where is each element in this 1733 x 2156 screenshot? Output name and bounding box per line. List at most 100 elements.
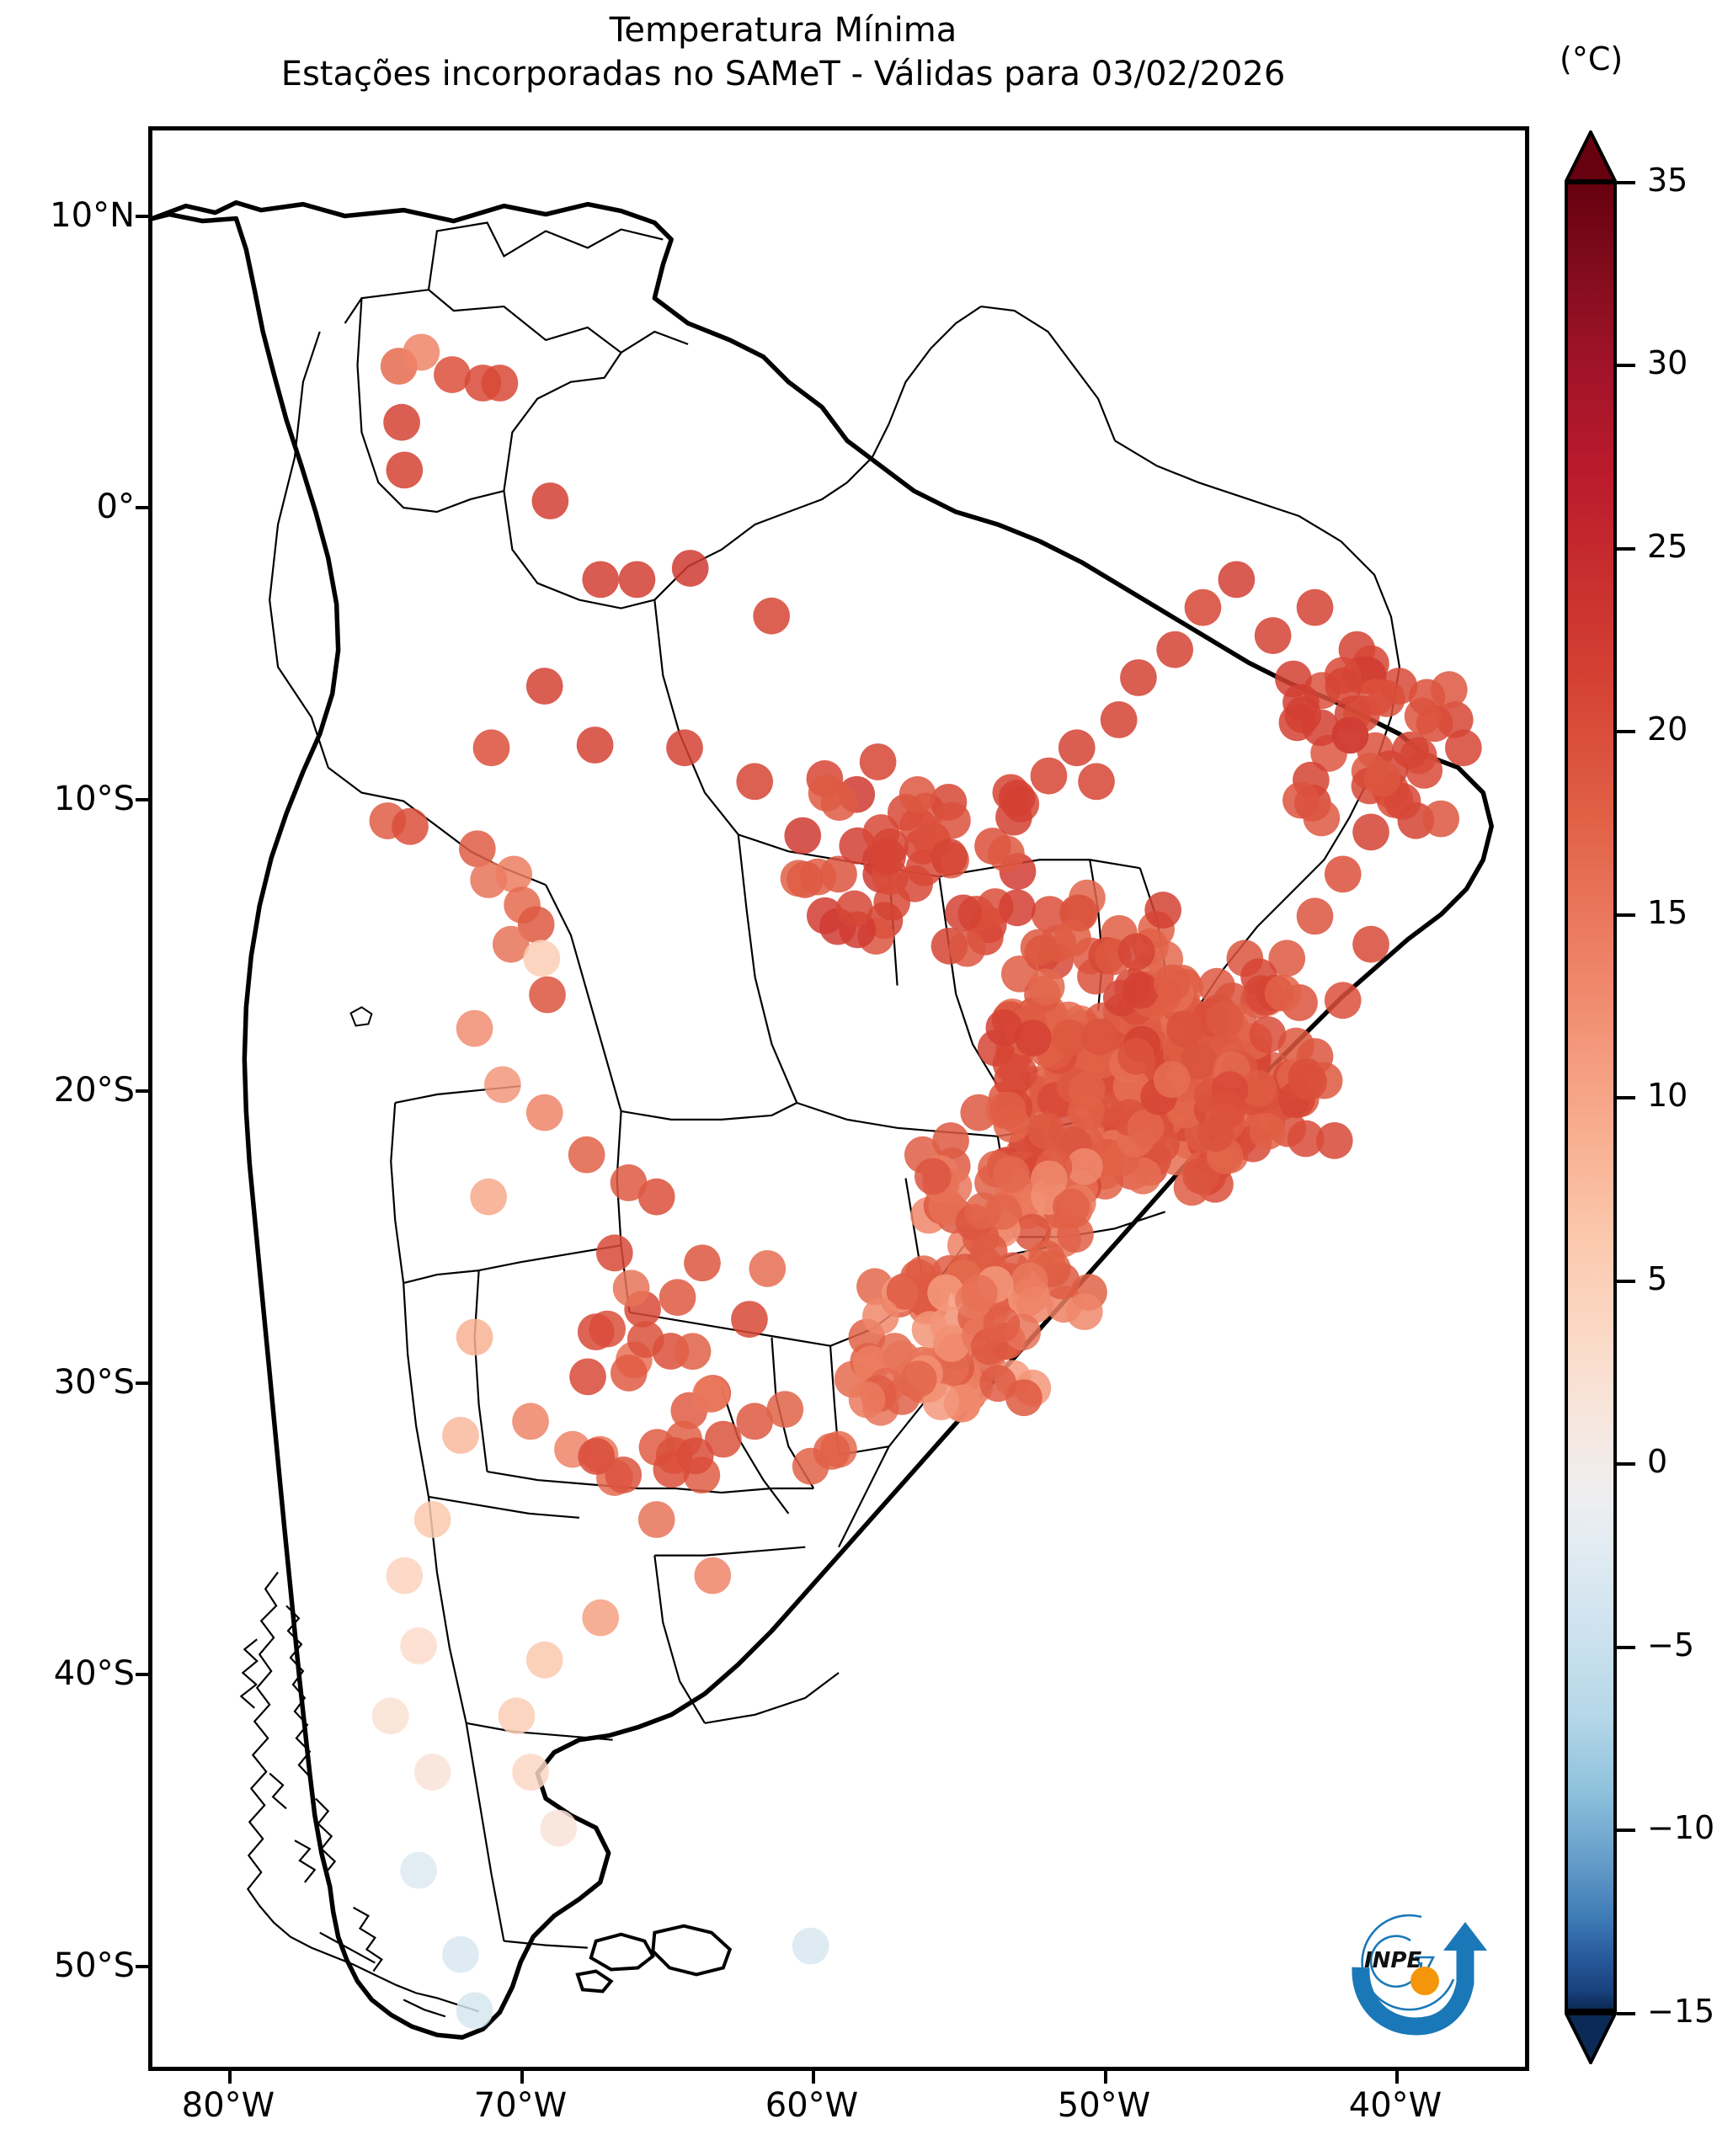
- ytick-label-30s: 30°S: [53, 1363, 135, 1402]
- station-marker: [413, 1754, 451, 1791]
- station-marker: [869, 838, 906, 876]
- station-marker: [694, 1557, 732, 1594]
- station-marker: [1331, 716, 1369, 754]
- south-america-map: [152, 200, 1494, 2040]
- station-marker: [934, 801, 971, 839]
- logo-text: INPE: [1364, 1948, 1421, 1973]
- cbar-tick-neg5: −5: [1647, 1626, 1695, 1664]
- station-markers: [369, 333, 1482, 2030]
- ytick-label-50s: 50°S: [53, 1946, 135, 1985]
- station-marker: [886, 1273, 924, 1310]
- station-marker: [684, 1244, 721, 1282]
- station-marker: [914, 1158, 952, 1195]
- colorbar-extend-top-arrow: [1565, 130, 1617, 183]
- page-title: Temperatura Mínima: [609, 11, 957, 50]
- station-marker: [1206, 1001, 1243, 1039]
- station-marker: [736, 1403, 774, 1440]
- station-marker: [1117, 933, 1155, 971]
- station-marker: [383, 403, 420, 441]
- station-marker: [1058, 729, 1096, 767]
- ytick-mark: [136, 215, 148, 218]
- station-marker: [676, 1437, 714, 1475]
- station-marker: [808, 775, 845, 812]
- station-marker: [498, 1697, 536, 1735]
- station-marker: [753, 597, 791, 635]
- station-marker: [861, 1297, 899, 1335]
- cbar-tick-0: 0: [1647, 1443, 1668, 1480]
- station-marker: [1117, 1037, 1154, 1075]
- station-marker: [1031, 896, 1069, 934]
- cbar-tick-mark: [1617, 1096, 1635, 1099]
- xtick-label-40w: 40°W: [1348, 2086, 1442, 2125]
- station-marker: [578, 1438, 616, 1475]
- ytick-mark: [136, 1965, 148, 1968]
- ytick-label-10s: 10°S: [53, 780, 135, 818]
- station-marker: [456, 1009, 493, 1047]
- station-marker: [922, 1383, 960, 1421]
- xtick-mark: [520, 2071, 524, 2084]
- cbar-tick-mark: [1617, 181, 1635, 184]
- inpe-logo: INPE: [1352, 1914, 1487, 2036]
- station-marker: [896, 865, 934, 902]
- ytick-label-20s: 20°S: [53, 1071, 135, 1110]
- ytick-mark: [136, 1673, 148, 1676]
- station-marker: [517, 906, 555, 944]
- xtick-label-70w: 70°W: [473, 2086, 568, 2125]
- logo-swoosh: [1352, 1944, 1474, 2036]
- page-subtitle: Estações incorporadas no SAMeT - Válidas…: [280, 55, 1286, 93]
- station-marker: [1100, 701, 1138, 738]
- station-marker: [799, 858, 837, 896]
- station-marker: [403, 333, 440, 371]
- station-marker: [612, 1270, 650, 1307]
- station-marker: [637, 1178, 675, 1216]
- station-marker: [898, 775, 936, 813]
- cbar-tick-15: 15: [1647, 894, 1688, 931]
- cbar-tick-mark: [1617, 547, 1635, 551]
- station-marker: [582, 561, 620, 599]
- cbar-tick-mark: [1617, 913, 1635, 917]
- station-marker: [998, 780, 1036, 817]
- xtick-mark: [812, 2071, 815, 2084]
- station-marker: [576, 727, 614, 764]
- station-marker: [1277, 1027, 1315, 1065]
- station-marker: [540, 1809, 578, 1847]
- station-marker: [525, 1641, 563, 1679]
- colorbar-units-label: (°C): [1560, 40, 1624, 77]
- station-marker: [371, 1697, 409, 1735]
- station-marker: [813, 1433, 851, 1470]
- station-marker: [392, 807, 429, 845]
- station-marker: [1144, 892, 1182, 929]
- station-marker: [1197, 1115, 1234, 1153]
- fjord-detail: [239, 1571, 479, 2018]
- station-marker: [731, 1301, 768, 1339]
- station-marker: [1020, 929, 1058, 966]
- station-marker: [1053, 1188, 1090, 1226]
- station-marker: [766, 1391, 804, 1428]
- station-marker: [674, 1333, 712, 1371]
- cbar-tick-mark: [1617, 1829, 1635, 1832]
- station-marker: [610, 1354, 648, 1392]
- ytick-label-10n: 10°N: [50, 196, 135, 235]
- station-marker: [1030, 757, 1068, 795]
- xtick-label-60w: 60°W: [765, 2086, 859, 2125]
- station-marker: [989, 1091, 1026, 1129]
- station-marker: [413, 1501, 451, 1538]
- station-marker: [945, 894, 982, 932]
- station-marker: [1166, 1010, 1203, 1048]
- station-marker: [481, 365, 519, 402]
- station-marker: [671, 550, 709, 587]
- ytick-mark: [136, 798, 148, 801]
- station-marker: [704, 1420, 742, 1458]
- cbar-tick-mark: [1617, 1462, 1635, 1466]
- station-marker: [961, 1275, 998, 1312]
- station-marker: [992, 1156, 1030, 1193]
- station-marker: [442, 1417, 479, 1454]
- xtick-mark: [1104, 2071, 1107, 2084]
- station-marker: [1275, 660, 1312, 698]
- station-marker: [1422, 800, 1460, 838]
- station-marker: [627, 1321, 664, 1358]
- ytick-mark: [136, 1381, 148, 1385]
- station-marker: [1268, 940, 1306, 977]
- cbar-tick-mark: [1617, 2012, 1635, 2015]
- ytick-label-40s: 40°S: [53, 1654, 135, 1693]
